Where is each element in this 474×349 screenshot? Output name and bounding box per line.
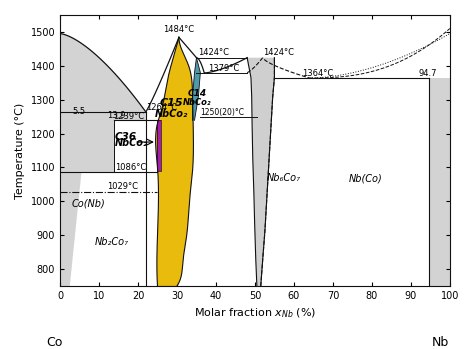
Text: 1264°C: 1264°C (146, 103, 177, 112)
Text: Nb: Nb (432, 335, 449, 349)
Polygon shape (157, 120, 161, 171)
Text: 1239°C: 1239°C (113, 112, 144, 121)
Text: NbCo₂: NbCo₂ (183, 98, 211, 107)
Polygon shape (247, 58, 274, 286)
Polygon shape (60, 32, 146, 286)
Text: Nb₆Co₇: Nb₆Co₇ (266, 173, 301, 183)
Text: 1379°C: 1379°C (208, 64, 239, 73)
Text: 1484°C: 1484°C (164, 25, 194, 34)
Polygon shape (155, 37, 193, 286)
Text: 13.9: 13.9 (107, 111, 125, 120)
Polygon shape (429, 78, 450, 286)
Text: 1029°C: 1029°C (107, 183, 138, 192)
Text: 1364°C: 1364°C (301, 69, 333, 78)
Text: C14: C14 (188, 89, 207, 98)
Text: Co: Co (46, 335, 63, 349)
Text: 1250(20)°C: 1250(20)°C (201, 107, 245, 117)
Text: 5.5: 5.5 (73, 107, 86, 116)
Text: 1424°C: 1424°C (263, 48, 294, 57)
Text: 1424°C: 1424°C (199, 48, 229, 57)
Text: NbCo₂: NbCo₂ (155, 109, 188, 119)
Text: Nb(Co): Nb(Co) (348, 173, 382, 183)
Text: 1086°C: 1086°C (115, 163, 146, 172)
Text: C15: C15 (159, 98, 183, 109)
Polygon shape (192, 58, 201, 120)
Text: 94.7: 94.7 (419, 69, 437, 78)
X-axis label: Molar fraction $x_{Nb}$ (%): Molar fraction $x_{Nb}$ (%) (194, 306, 316, 320)
Text: C36: C36 (115, 132, 137, 142)
Text: Co(Nb): Co(Nb) (72, 199, 106, 208)
Text: NbCo₂: NbCo₂ (115, 139, 148, 148)
Y-axis label: Temperature (°C): Temperature (°C) (15, 102, 25, 199)
Text: Nb₂Co₇: Nb₂Co₇ (95, 237, 129, 247)
